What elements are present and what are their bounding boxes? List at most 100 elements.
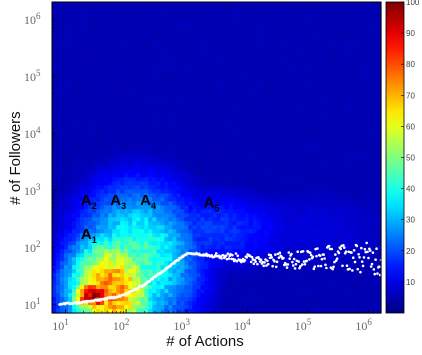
heatmap-cell bbox=[200, 157, 206, 163]
heatmap-cell bbox=[164, 277, 169, 282]
heatmap-cell bbox=[160, 29, 165, 35]
heatmap-cell bbox=[140, 201, 145, 206]
heatmap-cell bbox=[152, 161, 157, 167]
heatmap-cell bbox=[76, 105, 81, 111]
heatmap-cell bbox=[268, 61, 274, 67]
heatmap-cell bbox=[236, 81, 242, 87]
heatmap-cell bbox=[164, 69, 169, 75]
heatmap-cell bbox=[236, 29, 242, 35]
heatmap-cell bbox=[128, 169, 133, 175]
heatmap-cell bbox=[232, 229, 238, 234]
heatmap-cell bbox=[184, 149, 190, 155]
heatmap-cell bbox=[240, 137, 246, 143]
heatmap-cell bbox=[228, 97, 234, 103]
heatmap-cell bbox=[244, 249, 250, 254]
heatmap-cell bbox=[220, 277, 226, 282]
heatmap-cell bbox=[164, 301, 169, 306]
heatmap-cell bbox=[244, 213, 250, 218]
heatmap-cell bbox=[204, 169, 210, 175]
heatmap-cell bbox=[136, 9, 141, 15]
heatmap-cell bbox=[240, 241, 246, 246]
heatmap-cell bbox=[120, 145, 125, 151]
heatmap-cell bbox=[188, 105, 194, 111]
heatmap-cell bbox=[68, 125, 73, 131]
heatmap-cell bbox=[96, 217, 101, 222]
heatmap-cell bbox=[212, 69, 218, 75]
heatmap-cell bbox=[300, 109, 306, 115]
heatmap-cell bbox=[156, 197, 161, 202]
heatmap-cell bbox=[128, 73, 133, 79]
heatmap-cell bbox=[304, 129, 310, 135]
heatmap-cell bbox=[212, 193, 218, 198]
heatmap-cell bbox=[272, 305, 278, 310]
heatmap-cell bbox=[152, 269, 157, 274]
heatmap-cell bbox=[152, 293, 157, 298]
heatmap-cell bbox=[248, 89, 254, 95]
heatmap-cell bbox=[100, 305, 105, 310]
heatmap-cell bbox=[164, 77, 169, 83]
heatmap-cell bbox=[104, 173, 109, 179]
heatmap-cell bbox=[304, 241, 310, 246]
heatmap-cell bbox=[124, 13, 129, 19]
heatmap-cell bbox=[292, 269, 298, 274]
heatmap-cell bbox=[176, 21, 181, 27]
heatmap-cell bbox=[264, 221, 270, 226]
heatmap-cell bbox=[200, 209, 206, 214]
heatmap-cell bbox=[96, 69, 101, 75]
heatmap-cell bbox=[232, 109, 238, 115]
heatmap-cell bbox=[192, 101, 198, 107]
heatmap-cell bbox=[268, 125, 274, 131]
heatmap-cell bbox=[208, 297, 214, 302]
heatmap-cell bbox=[52, 285, 57, 290]
heatmap-cell bbox=[232, 9, 238, 15]
heatmap-cell bbox=[144, 241, 149, 246]
heatmap-cell bbox=[252, 77, 258, 83]
heatmap-cell bbox=[172, 209, 177, 214]
heatmap-cell bbox=[292, 9, 298, 15]
heatmap-cell bbox=[192, 85, 198, 91]
heatmap-cell bbox=[272, 77, 278, 83]
heatmap-cell bbox=[72, 45, 77, 51]
heatmap-cell bbox=[100, 285, 105, 290]
heatmap-cell bbox=[236, 289, 242, 294]
heatmap-cell bbox=[204, 73, 210, 79]
heatmap-cell bbox=[60, 237, 65, 242]
heatmap-cell bbox=[128, 305, 133, 310]
heatmap-cell bbox=[52, 25, 57, 31]
heatmap-cell bbox=[252, 133, 258, 139]
heatmap-cell bbox=[248, 137, 254, 143]
heatmap-cell bbox=[120, 217, 125, 222]
heatmap-cell bbox=[136, 261, 141, 266]
heatmap-cell bbox=[304, 213, 310, 218]
heatmap-cell bbox=[256, 121, 262, 127]
heatmap-cell bbox=[116, 73, 121, 79]
heatmap-cell bbox=[124, 229, 129, 234]
heatmap-cell bbox=[200, 273, 206, 278]
heatmap-cell bbox=[272, 137, 278, 143]
heatmap-cell bbox=[144, 285, 149, 290]
heatmap-cell bbox=[268, 177, 274, 183]
heatmap-cell bbox=[268, 105, 274, 111]
heatmap-cell bbox=[148, 273, 153, 278]
heatmap-cell bbox=[304, 57, 310, 63]
heatmap-cell bbox=[252, 201, 258, 206]
heatmap-cell bbox=[304, 217, 310, 222]
heatmap-cell bbox=[88, 89, 93, 95]
heatmap-cell bbox=[208, 9, 214, 15]
heatmap-cell bbox=[132, 213, 137, 218]
heatmap-cell bbox=[88, 277, 93, 282]
heatmap-cell bbox=[168, 173, 173, 179]
heatmap-cell bbox=[236, 165, 242, 171]
heatmap-cell bbox=[196, 185, 202, 190]
heatmap-cell bbox=[248, 293, 254, 298]
heatmap-cell bbox=[260, 249, 266, 254]
heatmap-cell bbox=[264, 285, 270, 290]
heatmap-cell bbox=[84, 165, 89, 171]
heatmap-cell bbox=[252, 161, 258, 167]
heatmap-cell bbox=[52, 85, 57, 91]
heatmap-cell bbox=[124, 169, 129, 175]
heatmap-cell bbox=[184, 229, 190, 234]
heatmap-cell bbox=[120, 13, 125, 19]
heatmap-cell bbox=[124, 85, 129, 91]
heatmap-cell bbox=[288, 41, 294, 47]
